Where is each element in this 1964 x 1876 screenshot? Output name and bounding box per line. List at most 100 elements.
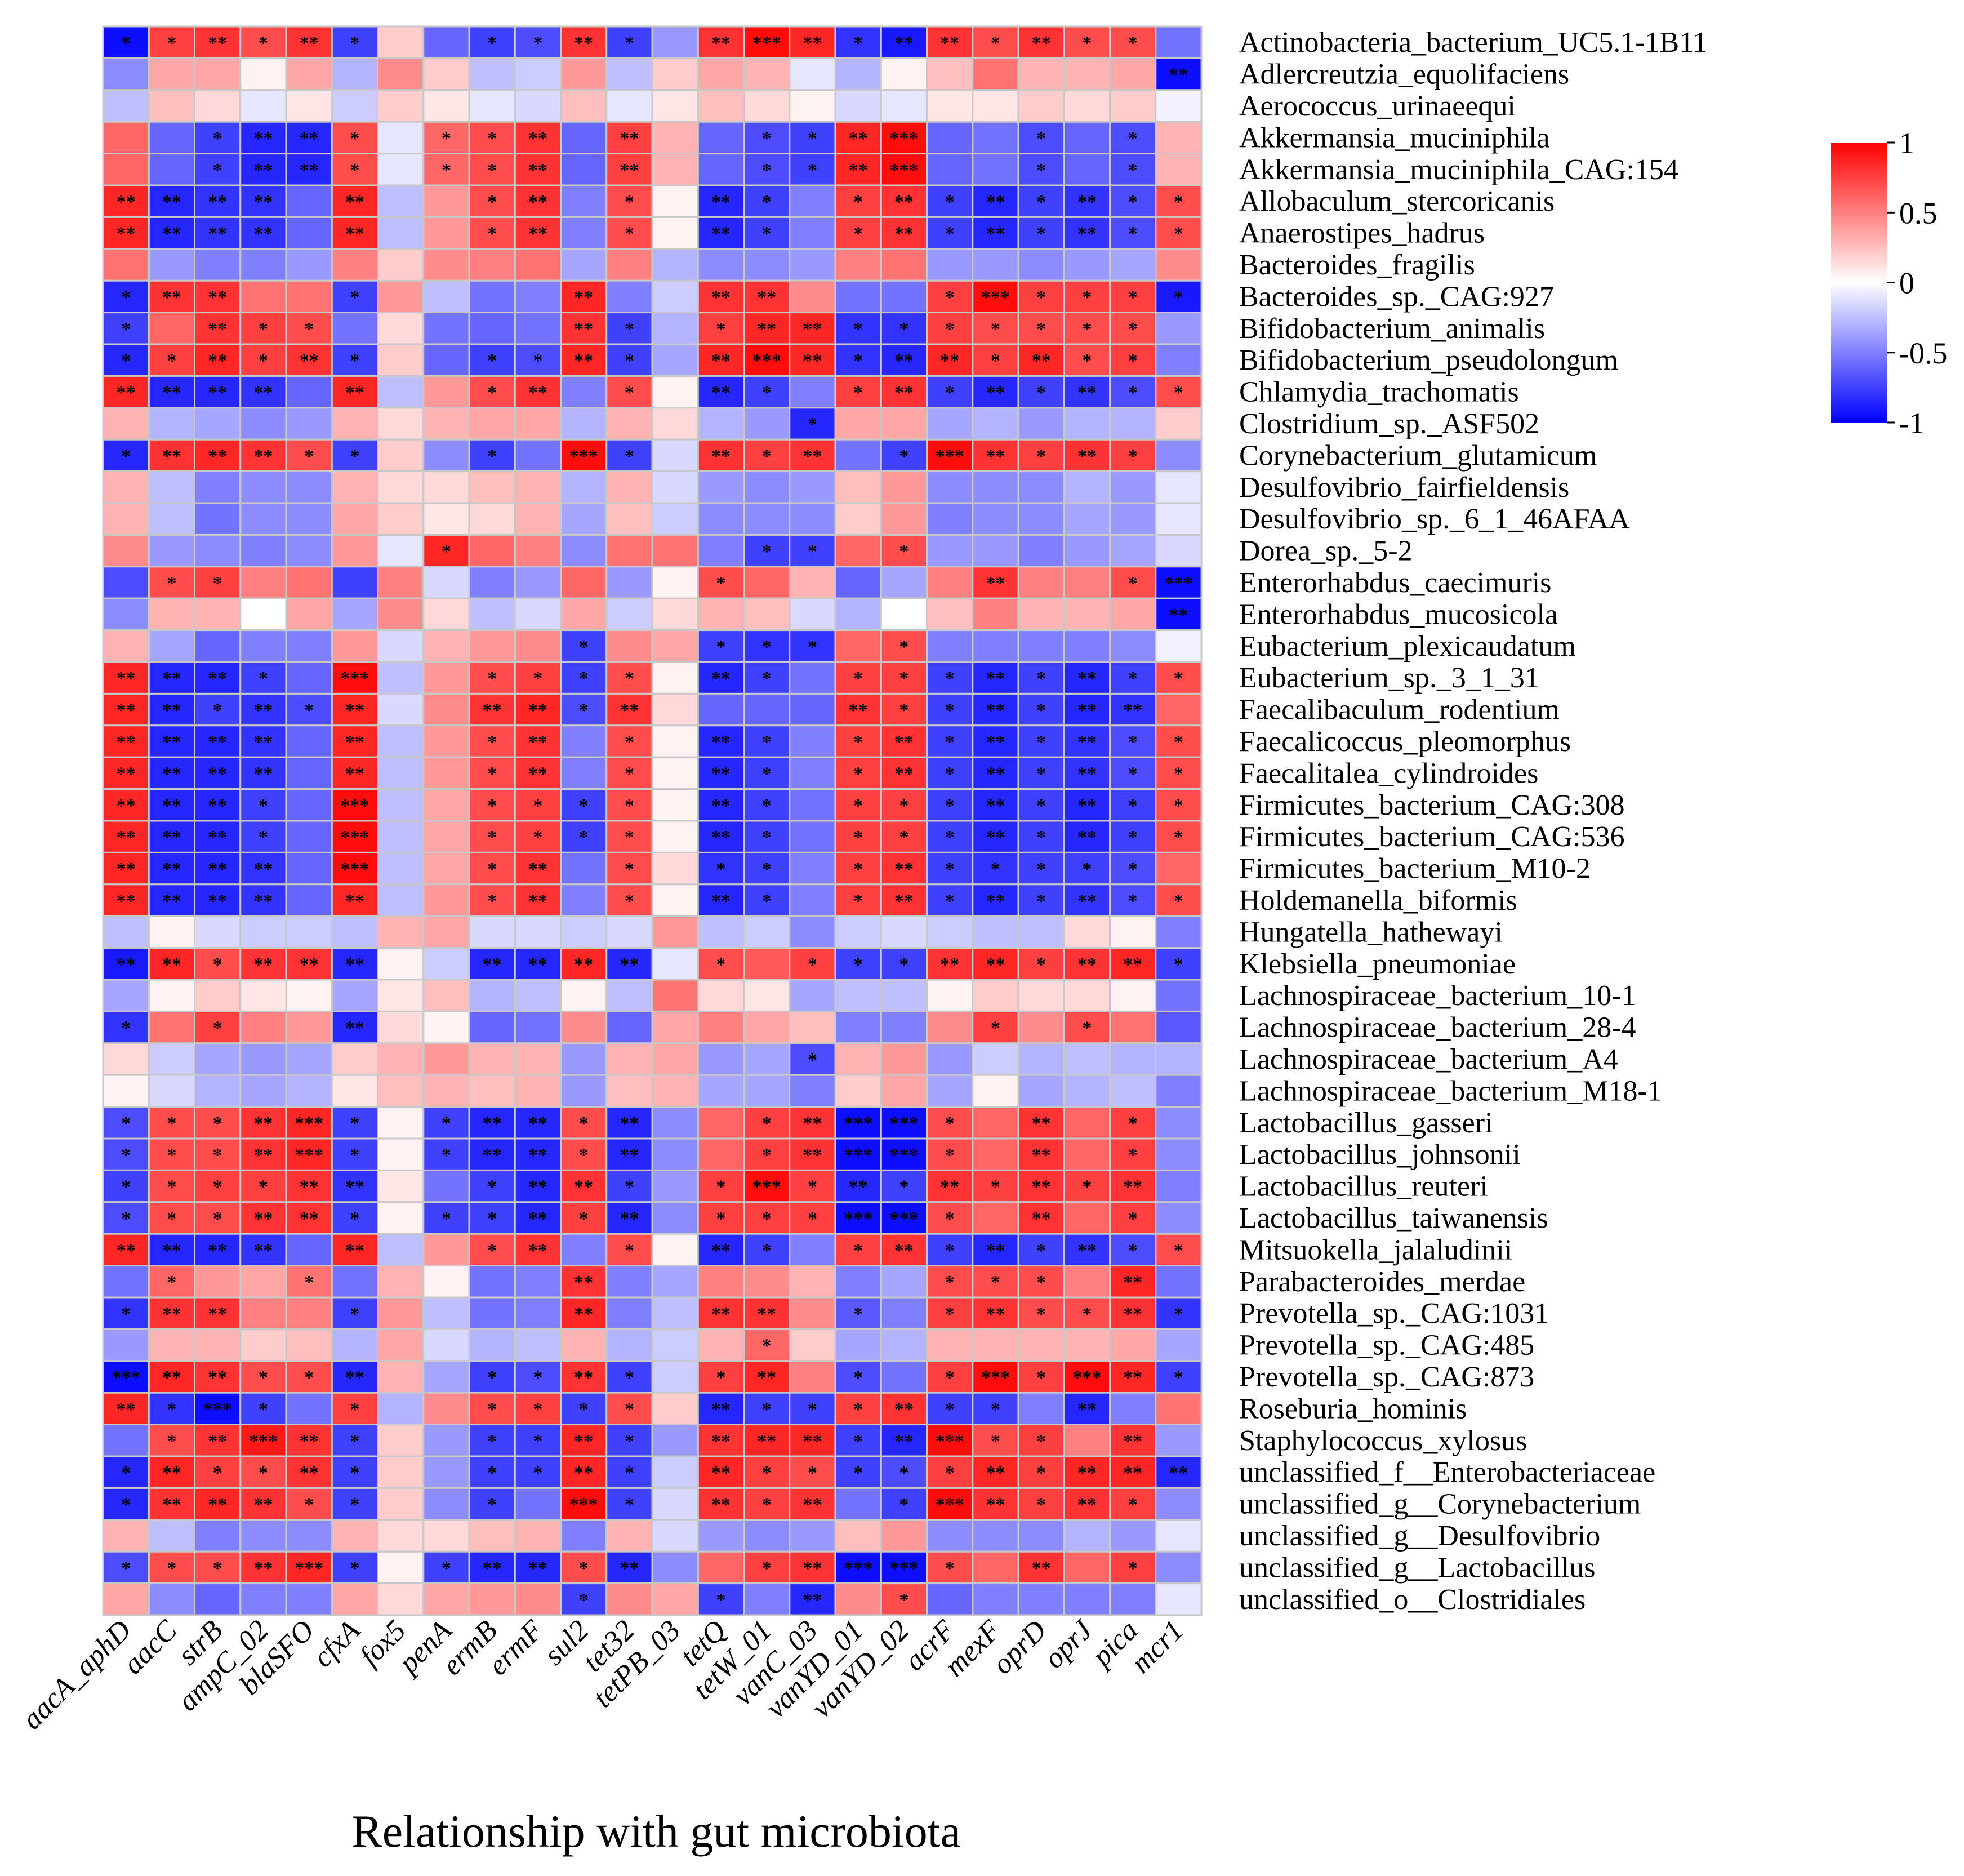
significance-mark: ** [345, 700, 364, 721]
heatmap-cell [880, 375, 928, 409]
significance-mark: * [1174, 383, 1183, 403]
significance-mark: * [1036, 795, 1046, 816]
heatmap-cell [285, 184, 333, 218]
significance-mark: ** [345, 1367, 364, 1388]
heatmap-cell [880, 1582, 928, 1616]
significance-mark: ** [574, 287, 593, 308]
heatmap-cell [972, 1392, 1019, 1426]
heatmap-cell [102, 1201, 150, 1235]
significance-mark: * [625, 1177, 634, 1198]
significance-mark: *** [340, 859, 369, 880]
significance-mark: ** [162, 192, 181, 212]
significance-mark: *** [936, 1495, 964, 1515]
significance-mark: ** [345, 224, 364, 244]
heatmap-cell [514, 629, 562, 663]
significance-mark: ** [117, 383, 136, 403]
heatmap-cell [605, 25, 653, 59]
heatmap-cell [1063, 1233, 1111, 1267]
heatmap-cell [926, 597, 974, 632]
significance-mark: ** [208, 319, 227, 340]
significance-mark: ** [300, 128, 319, 149]
heatmap-cell [102, 1042, 150, 1076]
significance-mark: ** [757, 1431, 776, 1452]
heatmap-cell [697, 89, 745, 123]
heatmap-cell [972, 1010, 1019, 1044]
heatmap-cell [1155, 1487, 1203, 1521]
heatmap-cell [1109, 534, 1157, 568]
heatmap-cell [789, 788, 836, 822]
heatmap-cell [422, 1265, 470, 1299]
heatmap-cell [560, 1519, 608, 1553]
heatmap-cell [1155, 915, 1203, 949]
significance-mark: * [899, 795, 908, 816]
row-label: Firmicutes_bacterium_CAG:536 [1239, 821, 1625, 853]
heatmap-cell [1017, 1424, 1065, 1457]
significance-mark: * [625, 1462, 634, 1483]
heatmap-cell [514, 1487, 562, 1521]
significance-mark: * [1128, 1113, 1138, 1134]
significance-mark: * [579, 1208, 589, 1229]
heatmap-cell [834, 1169, 882, 1203]
significance-mark: ** [1169, 65, 1188, 86]
heatmap-cell [1109, 470, 1157, 504]
heatmap-cell [972, 121, 1019, 155]
significance-mark: * [945, 700, 955, 721]
significance-mark: ** [1032, 1177, 1051, 1198]
heatmap-cell [1063, 248, 1111, 282]
row-label: Eubacterium_sp._3_1_31 [1239, 662, 1539, 694]
significance-mark: * [762, 1558, 772, 1579]
heatmap-cell [422, 375, 470, 409]
heatmap-cell [697, 121, 745, 155]
heatmap-cell [514, 534, 562, 568]
heatmap-cell [1017, 629, 1065, 663]
row-label: Prevotella_sp._CAG:1031 [1239, 1297, 1549, 1330]
heatmap-cell [789, 1074, 836, 1108]
heatmap-cell [331, 566, 379, 599]
significance-mark: * [350, 128, 359, 149]
significance-mark: * [121, 1177, 131, 1198]
heatmap-cell [239, 1519, 287, 1553]
heatmap-cell [377, 502, 425, 536]
significance-mark: * [945, 1399, 955, 1420]
heatmap-cell [880, 1074, 928, 1108]
significance-mark: ** [208, 1240, 227, 1261]
heatmap-cell [331, 1042, 379, 1076]
heatmap-cell [194, 661, 242, 695]
heatmap-cell [148, 597, 196, 632]
heatmap-cell [468, 534, 516, 568]
heatmap-cell [972, 248, 1019, 282]
heatmap-cell [422, 851, 470, 886]
heatmap-cell [514, 566, 562, 599]
significance-mark: * [1174, 732, 1183, 753]
significance-mark: ** [253, 383, 273, 403]
significance-mark: ** [894, 1399, 914, 1420]
heatmap-cell [972, 1106, 1019, 1140]
heatmap-cell [926, 1265, 974, 1299]
heatmap-cell [926, 89, 974, 123]
row-label: Clostridium_sp._ASF502 [1239, 408, 1539, 440]
significance-mark: * [1036, 1304, 1046, 1324]
heatmap-cell [148, 1137, 196, 1171]
heatmap-cell [560, 312, 608, 345]
significance-mark: * [167, 350, 176, 371]
heatmap-cell [880, 947, 928, 981]
significance-mark: * [350, 1399, 359, 1420]
significance-mark: ** [253, 224, 273, 244]
significance-mark: * [945, 859, 955, 880]
significance-mark: * [1128, 128, 1138, 149]
significance-mark: *** [340, 795, 369, 816]
heatmap-cell [926, 534, 974, 568]
significance-mark: * [487, 668, 497, 689]
heatmap-cell [560, 438, 608, 473]
heatmap-cell [1017, 470, 1065, 504]
significance-mark: ** [1123, 700, 1142, 721]
significance-mark: ** [894, 891, 914, 912]
significance-mark: *** [1072, 1367, 1101, 1388]
significance-mark: * [1128, 1145, 1138, 1166]
significance-mark: *** [112, 1367, 140, 1388]
significance-mark: * [167, 33, 176, 54]
heatmap-cell [148, 1487, 196, 1521]
heatmap-cell [1155, 25, 1203, 59]
significance-mark: ** [574, 319, 593, 340]
significance-mark: * [1036, 891, 1046, 912]
